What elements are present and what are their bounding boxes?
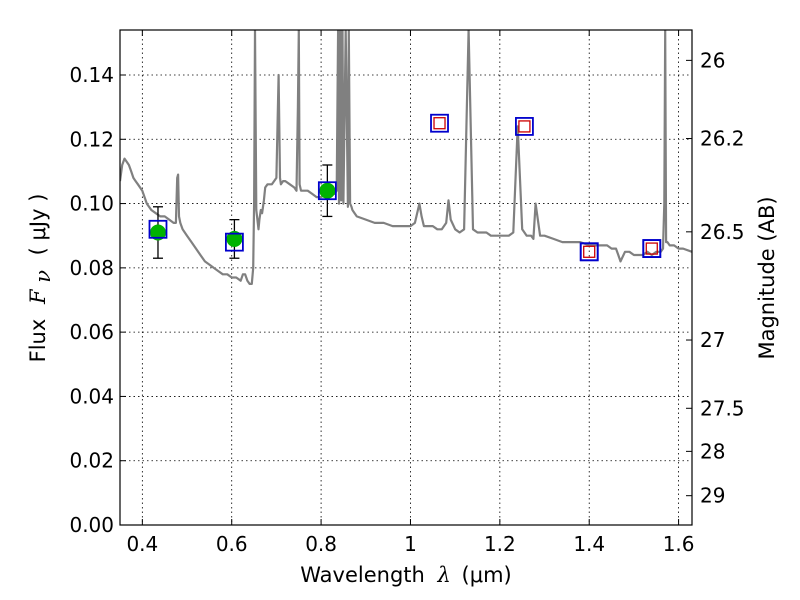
x-tick-label: 1.2 [484,532,516,556]
y2-tick-label: 26.5 [700,220,745,244]
y-tick-label: 0.06 [69,320,114,344]
plot-frame [119,29,693,526]
x-axis-label: Wavelength λ (μm) [300,563,511,587]
observed-point [226,230,243,247]
x-tick-label: 1.4 [573,532,605,556]
upper-limit-point [433,117,446,130]
y2-axis-label: Magnitude (AB) [755,196,779,359]
x-tick-label: 0.8 [305,532,337,556]
y-tick-label: 0.10 [69,192,114,216]
x-tick-label: 0.4 [126,532,158,556]
upper-limit-point [583,245,596,258]
upper-limit-outer [515,117,534,136]
spectrum-line [120,30,692,285]
observed-point [149,224,166,241]
y2-tick-label: 28 [700,439,725,463]
y-tick-label: 0.12 [69,127,114,151]
y-tick-label: 0.04 [69,384,114,408]
y2-tick-label: 29 [700,484,725,508]
upper-limit-outer [579,242,599,262]
y2-tick-label: 26 [700,48,725,72]
x-tick-label: 1.6 [663,532,695,556]
y-tick-label: 0.08 [69,256,114,280]
model-photometry-point [224,232,244,252]
plot-area [120,30,692,285]
y2-tick-label: 27.5 [700,396,745,420]
y2-tick-label: 26.2 [700,127,745,151]
observed-point [319,182,336,199]
grid [120,30,692,526]
upper-limit-outer [642,239,662,258]
x-tick-label: 0.6 [216,532,248,556]
model-photometry-point [317,181,337,201]
y-tick-label: 0.00 [69,513,114,537]
y-tick-label: 0.14 [69,63,114,87]
upper-limit-outer [430,113,449,133]
y-tick-label: 0.02 [69,449,114,473]
x-tick-label: 1 [404,532,417,556]
y-axis-label: Flux F ν ( μJy ) [26,194,55,363]
upper-limit-point [645,242,658,255]
y2-tick-label: 27 [700,328,725,352]
upper-limit-point [518,120,531,133]
model-photometry-point [148,219,168,239]
ticks: 0.4 0.6 0.8 1 1.2 1.4 1.6 0.00 0.02 0.04 0.06 0.08 0… [69,30,745,556]
